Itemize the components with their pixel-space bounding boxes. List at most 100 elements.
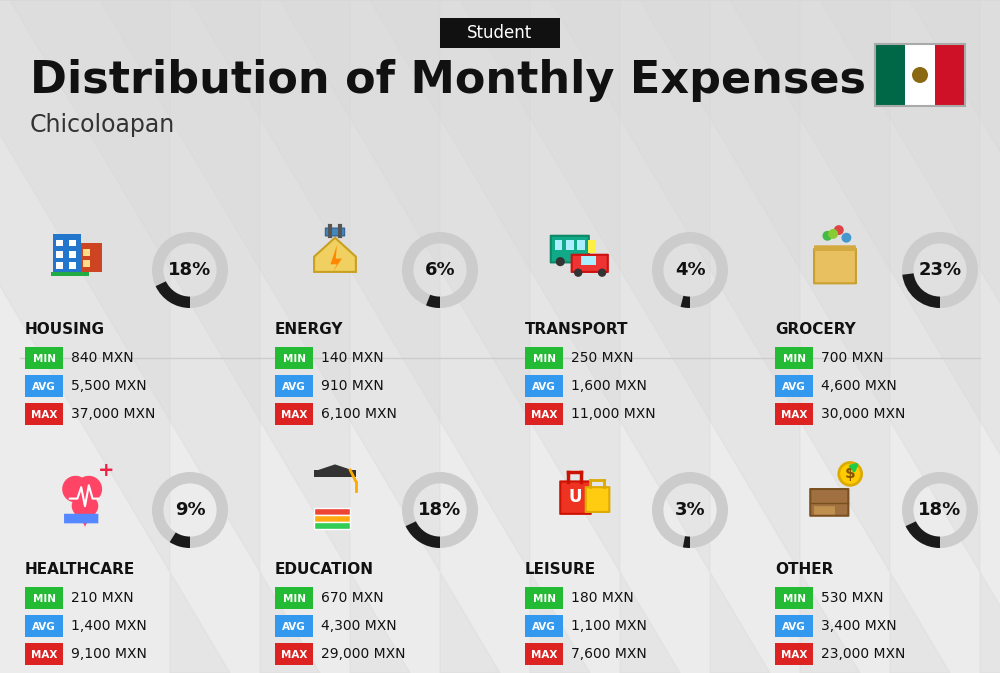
Text: MAX: MAX	[531, 409, 557, 419]
FancyBboxPatch shape	[64, 513, 98, 524]
FancyBboxPatch shape	[775, 347, 813, 369]
FancyBboxPatch shape	[775, 375, 813, 397]
Text: 6%: 6%	[425, 261, 455, 279]
FancyBboxPatch shape	[775, 587, 813, 609]
Text: MIN: MIN	[782, 353, 806, 363]
Text: AVG: AVG	[532, 382, 556, 392]
Text: 9,100 MXN: 9,100 MXN	[71, 647, 147, 662]
Text: MIN: MIN	[283, 594, 306, 604]
Text: 23%: 23%	[918, 261, 962, 279]
Circle shape	[574, 269, 582, 277]
Wedge shape	[906, 522, 940, 548]
Circle shape	[556, 257, 565, 267]
FancyBboxPatch shape	[275, 643, 313, 665]
Wedge shape	[683, 536, 690, 548]
FancyBboxPatch shape	[525, 587, 563, 609]
FancyBboxPatch shape	[51, 272, 89, 277]
Text: 37,000 MXN: 37,000 MXN	[71, 407, 155, 421]
Text: $: $	[845, 466, 856, 481]
Text: Chicoloapan: Chicoloapan	[30, 113, 175, 137]
FancyBboxPatch shape	[83, 249, 90, 256]
FancyBboxPatch shape	[25, 375, 63, 397]
Wedge shape	[406, 522, 440, 548]
Text: 5,500 MXN: 5,500 MXN	[71, 380, 147, 394]
FancyBboxPatch shape	[275, 375, 313, 397]
Text: 140 MXN: 140 MXN	[321, 351, 384, 365]
Circle shape	[822, 231, 832, 241]
FancyBboxPatch shape	[555, 240, 562, 250]
FancyBboxPatch shape	[525, 615, 563, 637]
FancyBboxPatch shape	[325, 228, 345, 236]
Text: 670 MXN: 670 MXN	[321, 592, 384, 606]
Wedge shape	[902, 273, 940, 308]
FancyBboxPatch shape	[25, 615, 63, 637]
FancyBboxPatch shape	[572, 255, 608, 272]
FancyBboxPatch shape	[525, 347, 563, 369]
FancyBboxPatch shape	[25, 587, 63, 609]
Text: MAX: MAX	[281, 649, 307, 660]
Wedge shape	[902, 472, 978, 548]
Text: OTHER: OTHER	[775, 563, 833, 577]
Polygon shape	[318, 464, 352, 476]
FancyBboxPatch shape	[775, 643, 813, 665]
FancyBboxPatch shape	[810, 489, 848, 516]
Circle shape	[577, 257, 586, 267]
Text: AVG: AVG	[32, 621, 56, 631]
FancyBboxPatch shape	[56, 240, 63, 246]
Text: 29,000 MXN: 29,000 MXN	[321, 647, 406, 662]
Text: MIN: MIN	[532, 594, 556, 604]
FancyBboxPatch shape	[905, 44, 935, 106]
Text: 18%: 18%	[918, 501, 962, 519]
Text: TRANSPORT: TRANSPORT	[525, 322, 629, 337]
Text: AVG: AVG	[282, 621, 306, 631]
Text: 9%: 9%	[175, 501, 205, 519]
Text: MIN: MIN	[532, 353, 556, 363]
Text: 23,000 MXN: 23,000 MXN	[821, 647, 905, 662]
Text: 1,400 MXN: 1,400 MXN	[71, 620, 147, 633]
FancyBboxPatch shape	[314, 470, 356, 477]
FancyBboxPatch shape	[525, 403, 563, 425]
Polygon shape	[330, 245, 342, 272]
Text: 1,100 MXN: 1,100 MXN	[571, 620, 647, 633]
Text: MAX: MAX	[281, 409, 307, 419]
Text: 3%: 3%	[675, 501, 705, 519]
FancyBboxPatch shape	[814, 506, 835, 515]
Text: 4,300 MXN: 4,300 MXN	[321, 620, 397, 633]
Text: 1,600 MXN: 1,600 MXN	[571, 380, 647, 394]
Text: 6,100 MXN: 6,100 MXN	[321, 407, 397, 421]
Text: 3,400 MXN: 3,400 MXN	[821, 620, 897, 633]
Text: 4,600 MXN: 4,600 MXN	[821, 380, 897, 394]
Text: EDUCATION: EDUCATION	[275, 563, 374, 577]
Circle shape	[598, 269, 606, 277]
FancyBboxPatch shape	[566, 240, 574, 250]
Text: 840 MXN: 840 MXN	[71, 351, 134, 365]
FancyBboxPatch shape	[275, 615, 313, 637]
Wedge shape	[426, 295, 440, 308]
Wedge shape	[152, 232, 228, 308]
Text: MAX: MAX	[781, 649, 807, 660]
FancyBboxPatch shape	[275, 347, 313, 369]
Text: 530 MXN: 530 MXN	[821, 592, 884, 606]
Text: AVG: AVG	[782, 621, 806, 631]
Wedge shape	[652, 472, 728, 548]
FancyBboxPatch shape	[586, 487, 609, 512]
FancyBboxPatch shape	[581, 256, 596, 264]
Text: 11,000 MXN: 11,000 MXN	[571, 407, 656, 421]
Wedge shape	[402, 232, 478, 308]
Text: AVG: AVG	[32, 382, 56, 392]
Text: AVG: AVG	[532, 621, 556, 631]
FancyBboxPatch shape	[588, 240, 596, 253]
Polygon shape	[314, 238, 356, 272]
Circle shape	[76, 476, 102, 503]
Text: LEISURE: LEISURE	[525, 563, 596, 577]
Circle shape	[62, 476, 89, 503]
Circle shape	[828, 229, 838, 239]
Circle shape	[841, 233, 851, 243]
Text: 18%: 18%	[168, 261, 212, 279]
FancyBboxPatch shape	[25, 403, 63, 425]
Text: MIN: MIN	[32, 594, 56, 604]
Text: MAX: MAX	[31, 409, 57, 419]
FancyBboxPatch shape	[69, 240, 76, 246]
Text: MIN: MIN	[283, 353, 306, 363]
Text: 30,000 MXN: 30,000 MXN	[821, 407, 905, 421]
